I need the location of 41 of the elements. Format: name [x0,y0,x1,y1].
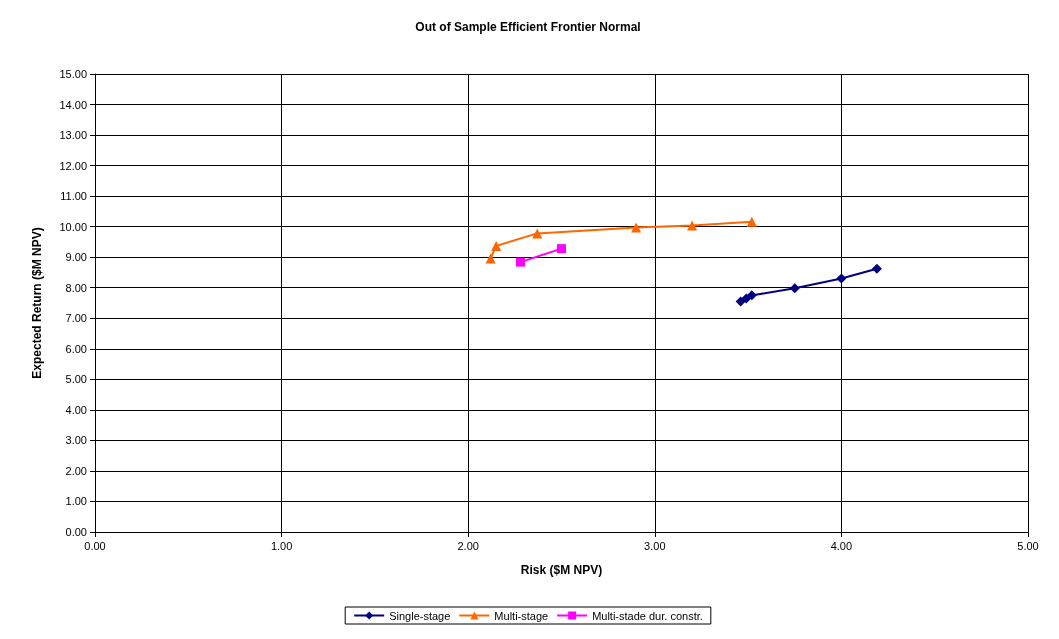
y-tick-label: 9.00 [65,251,87,264]
legend-label: Multi-stage [494,609,549,622]
y-tick-label: 6.00 [65,342,87,355]
y-tick-label: 11.00 [60,190,87,203]
x-tick-label: 5.00 [1017,539,1039,552]
y-tick-label: 8.00 [65,281,87,294]
x-tick-label: 0.00 [84,539,106,552]
y-tick-label: 3.00 [65,434,87,447]
y-axis-title: Expected Return ($M NPV) [30,227,44,379]
point [836,273,847,284]
point [532,228,543,239]
y-tick-label: 5.00 [65,373,87,386]
point [789,283,800,294]
y-tick-label: 1.00 [65,495,87,508]
chart-title: Out of Sample Efficient Frontier Normal [415,20,641,34]
point [871,263,882,274]
y-tick-label: 0.00 [65,526,87,538]
point [687,220,698,231]
point [631,222,642,233]
y-tick-label: 12.00 [59,159,87,172]
point [491,240,502,251]
point [557,244,566,254]
x-tick-label: 4.00 [830,539,853,552]
legend-label: Single-stage [389,609,451,622]
y-tick-label: 13.00 [59,129,87,142]
y-tick-label: 10.00 [59,220,87,233]
point [515,257,525,267]
point [746,290,757,301]
y-tick-label: 7.00 [65,312,87,325]
point [741,293,752,304]
x-tick-label: 3.00 [644,539,666,552]
y-tick-label: 14.00 [59,98,87,111]
y-tick-label: 4.00 [65,403,87,416]
x-tick-label: 2.00 [457,539,479,552]
y-tick-label: 15.00 [59,68,87,80]
y-tick-label: 2.00 [65,464,87,477]
x-tick-label: 1.00 [270,539,293,552]
legend-label: Multi-stade dur. constr. [592,609,703,622]
point [485,253,496,264]
x-axis-title: Risk ($M NPV) [520,563,603,577]
point [746,216,757,227]
